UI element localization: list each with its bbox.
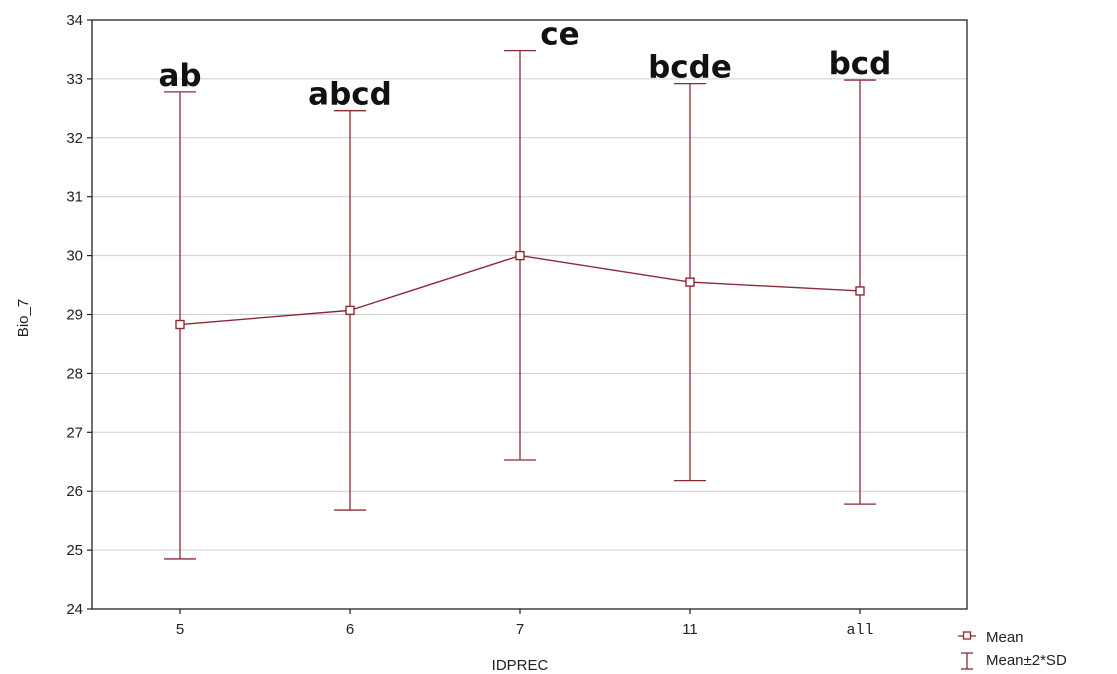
x-tick-label: all — [846, 622, 873, 639]
x-tick-label: 5 — [176, 621, 184, 638]
y-axis-ticks: 24 25 26 27 28 29 30 31 32 33 34 — [66, 12, 92, 618]
group-letter-label: abcd — [308, 77, 392, 113]
group-letter-label: bcd — [829, 46, 892, 82]
y-tick-label: 33 — [66, 71, 83, 88]
mean-point — [345, 305, 355, 316]
mean-point — [855, 286, 865, 296]
legend-mean-label: Mean — [986, 629, 1024, 646]
y-tick-label: 26 — [66, 483, 83, 500]
y-tick-label: 34 — [66, 12, 83, 29]
legend-errbar-label: Mean±2*SD — [986, 652, 1067, 669]
mean-markers — [175, 250, 865, 330]
y-tick-label: 28 — [66, 365, 83, 382]
y-tick-label: 25 — [66, 542, 83, 559]
x-tick-label: 6 — [346, 621, 354, 638]
group-letter-label: ab — [158, 58, 201, 94]
x-tick-label: 7 — [516, 621, 524, 638]
y-tick-label: 29 — [66, 307, 83, 324]
y-tick-label: 32 — [66, 130, 83, 147]
x-axis-ticks: 5 6 7 11 all — [176, 609, 874, 639]
y-tick-label: 27 — [66, 424, 83, 441]
x-axis-title: IDPREC — [492, 657, 549, 674]
group-letter-label: bcde — [648, 50, 732, 86]
legend-mean-marker — [962, 631, 972, 640]
grid-lines — [92, 78, 967, 551]
y-tick-label: 30 — [66, 248, 83, 265]
mean-point — [515, 250, 525, 261]
y-axis-title: Bio_7 — [15, 299, 32, 337]
y-tick-label: 31 — [66, 189, 83, 206]
group-letter-labels: ab abcd ce bcde bcd — [158, 17, 891, 113]
group-letter-label: ce — [540, 17, 579, 53]
mean-point — [175, 319, 185, 330]
mean-point — [685, 277, 695, 287]
error-bars — [164, 49, 876, 560]
legend: Mean Mean±2*SD — [958, 629, 1067, 670]
x-tick-label: 11 — [682, 621, 698, 638]
y-tick-label: 24 — [66, 601, 83, 618]
